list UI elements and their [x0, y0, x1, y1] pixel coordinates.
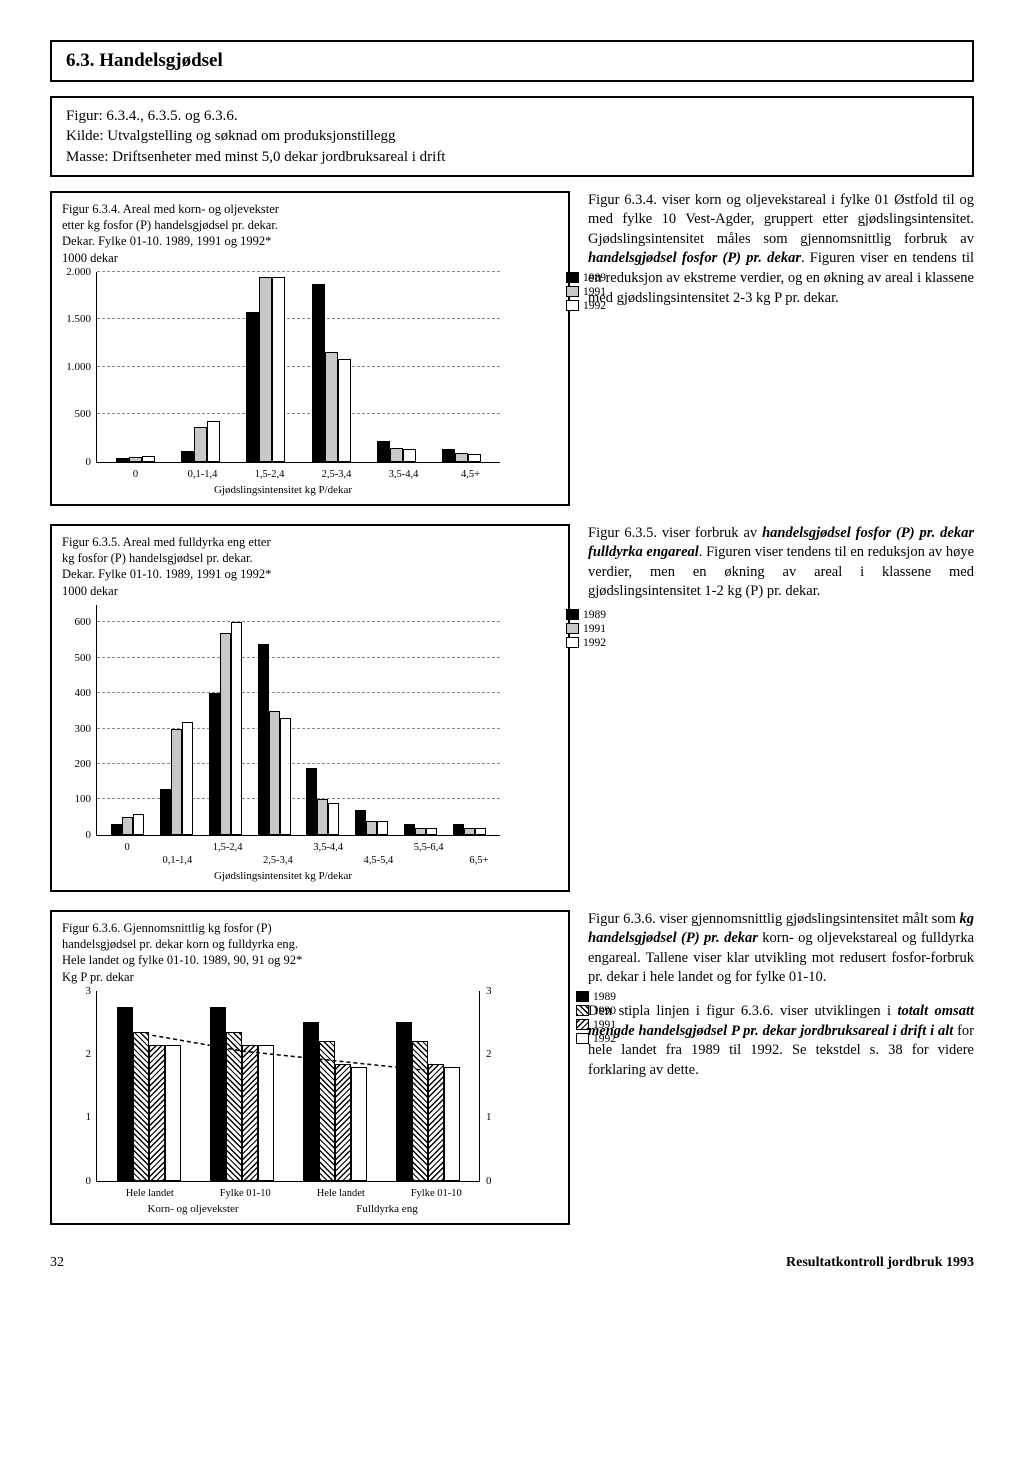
bar — [464, 828, 475, 835]
bar — [338, 359, 351, 462]
bar — [129, 457, 142, 462]
bar — [207, 421, 220, 462]
bar — [194, 427, 207, 462]
bar — [404, 824, 415, 835]
bar — [453, 824, 464, 835]
chart-635-xlabels-1: 0 1,5-2,4 3,5-4,4 5,5-6,4 — [96, 840, 558, 853]
para-635: Figur 6.3.5. viser forbruk av handelsgjø… — [588, 524, 974, 892]
bar — [272, 277, 285, 461]
para-636-a: Figur 6.3.6. viser gjennomsnittlig gjøds… — [588, 910, 974, 988]
legend-item: 1992 — [566, 300, 606, 312]
bar — [116, 458, 129, 462]
legend-item: 1992 — [566, 637, 606, 649]
bar — [328, 803, 339, 835]
legend-item: 1991 — [566, 623, 606, 635]
legend-item: 1989 — [576, 991, 616, 1003]
chart-636-plot: 00112233 — [96, 991, 480, 1182]
bar — [312, 284, 325, 462]
para-636-col: Figur 6.3.6. viser gjennomsnittlig gjøds… — [588, 910, 974, 1225]
chart-635: Figur 6.3.5. Areal med fulldyrka eng ett… — [50, 524, 570, 892]
chart-636: Figur 6.3.6. Gjennomsnittlig kg fosfor (… — [50, 910, 570, 1225]
chart-635-title: Figur 6.3.5. Areal med fulldyrka eng ett… — [62, 534, 558, 599]
bar — [317, 799, 328, 834]
bar — [231, 622, 242, 834]
chart-634-xlabels: 00,1-1,41,5-2,42,5-3,43,5-4,44,5+ — [96, 467, 558, 480]
chart-634-legend: 1989 1991 1992 — [566, 272, 606, 314]
chart-635-plot: 0100200300400500600 — [96, 605, 500, 836]
bar — [246, 312, 259, 462]
info-line-3: Masse: Driftsenheter med minst 5,0 dekar… — [66, 147, 958, 167]
chart-634-xaxis-title: Gjødslingsintensitet kg P/dekar — [62, 484, 558, 496]
bar — [122, 817, 133, 835]
chart-635-xaxis-title: Gjødslingsintensitet kg P/dekar — [62, 870, 558, 882]
chart-634-plot: 05001.0001.5002.000 — [96, 272, 500, 463]
bar — [468, 454, 481, 462]
bar — [133, 814, 144, 835]
chart-634: Figur 6.3.4. Areal med korn- og oljeveks… — [50, 191, 570, 506]
chart-636-xlabels: Hele landetFylke 01-10Hele landetFylke 0… — [96, 1186, 558, 1199]
chart-635-xlabels-2: 0,1-1,4 2,5-3,4 4,5-5,4 6,5+ — [96, 853, 558, 866]
bar — [160, 789, 171, 835]
legend-item: 1992 — [576, 1033, 616, 1045]
bar — [306, 768, 317, 835]
page-footer: 32 Resultatkontroll jordbruk 1993 — [50, 1255, 974, 1271]
chart-634-title: Figur 6.3.4. Areal med korn- og oljeveks… — [62, 201, 558, 266]
para-634: Figur 6.3.4. viser korn og oljevekstarea… — [588, 191, 974, 506]
legend-item: 1990 — [576, 1005, 616, 1017]
bar — [366, 821, 377, 835]
bar — [355, 810, 366, 835]
bar — [269, 711, 280, 835]
bar — [182, 722, 193, 835]
bar — [142, 456, 155, 462]
page-number: 32 — [50, 1255, 64, 1271]
legend-item: 1991 — [566, 286, 606, 298]
legend-item: 1989 — [566, 272, 606, 284]
legend-item: 1991 — [576, 1019, 616, 1031]
bar — [442, 449, 455, 461]
row-3: Figur 6.3.6. Gjennomsnittlig kg fosfor (… — [50, 910, 974, 1225]
bar — [111, 824, 122, 835]
bar — [181, 451, 194, 461]
bar — [259, 277, 272, 461]
legend-item: 1989 — [566, 609, 606, 621]
footer-title: Resultatkontroll jordbruk 1993 — [786, 1255, 974, 1271]
bar — [415, 828, 426, 835]
bar — [220, 633, 231, 835]
figure-info-box: Figur: 6.3.4., 6.3.5. og 6.3.6. Kilde: U… — [50, 96, 974, 177]
chart-636-title: Figur 6.3.6. Gjennomsnittlig kg fosfor (… — [62, 920, 558, 985]
para-636-b: Den stipla linjen i figur 6.3.6. viser u… — [588, 1002, 974, 1080]
row-2: Figur 6.3.5. Areal med fulldyrka eng ett… — [50, 524, 974, 892]
chart-636-group-labels: Korn- og oljevekster Fulldyrka eng — [96, 1203, 558, 1215]
bar — [258, 644, 269, 835]
bar — [377, 821, 388, 835]
bar — [171, 729, 182, 835]
bar — [377, 441, 390, 462]
chart-636-legend: 1989 1990 1991 1992 — [576, 991, 616, 1047]
section-header: 6.3. Handelsgjødsel — [50, 40, 974, 82]
bar — [455, 453, 468, 462]
chart-635-legend: 1989 1991 1992 — [566, 609, 606, 651]
bar — [426, 828, 437, 835]
bar — [209, 693, 220, 835]
info-line-1: Figur: 6.3.4., 6.3.5. og 6.3.6. — [66, 106, 958, 126]
row-1: Figur 6.3.4. Areal med korn- og oljeveks… — [50, 191, 974, 506]
bar — [280, 718, 291, 835]
info-line-2: Kilde: Utvalgstelling og søknad om produ… — [66, 126, 958, 146]
section-title: 6.3. Handelsgjødsel — [66, 50, 223, 71]
bar — [475, 828, 486, 835]
bar — [390, 448, 403, 461]
bar — [403, 449, 416, 461]
bar — [325, 352, 338, 462]
